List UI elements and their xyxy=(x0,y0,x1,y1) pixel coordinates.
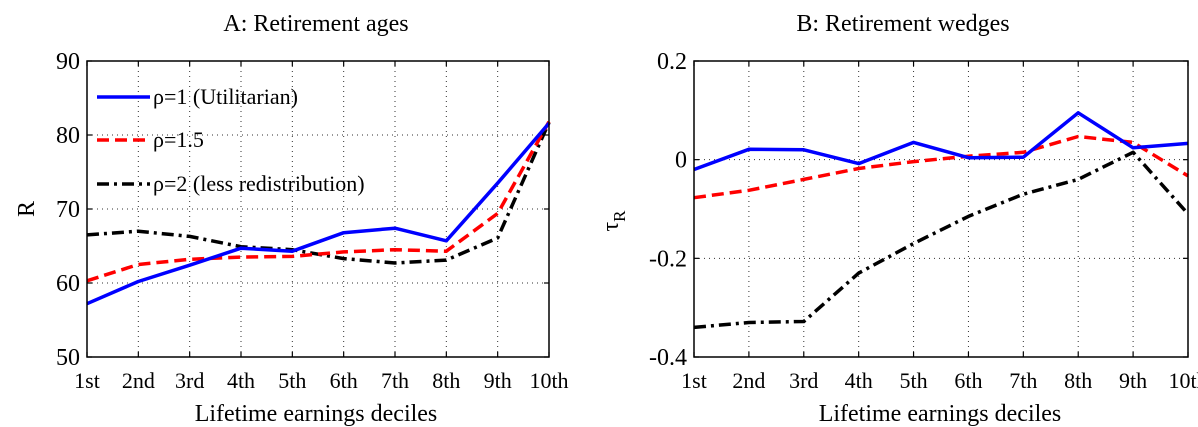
panel-b-x-tick-label: 6th xyxy=(954,368,982,393)
panel-a-x-tick-label: 9th xyxy=(484,368,512,393)
panel-b-series xyxy=(693,111,1190,330)
panel-a-series xyxy=(86,120,551,306)
panel-a-x-tick-label: 8th xyxy=(432,368,460,393)
panel-a-x-ticks: 1st 2nd 3rd 4th 5th 6th 7th 8th 9th 10th xyxy=(74,61,569,393)
panel-b-x-tick-label: 5th xyxy=(899,368,927,393)
panel-b-x-ticks: 1st 2nd 3rd 4th 5th 6th 7th 8th 9th 10th xyxy=(681,61,1198,393)
panel-b-x-tick-label: 8th xyxy=(1064,368,1092,393)
panel-b-y-tick-label: -0.2 xyxy=(649,246,687,272)
panel-b-retirement-wedges: B: Retirement wedges -0.4 -0.2 0 0.2 1st 2nd… xyxy=(598,11,1198,427)
panel-a-x-tick-label: 6th xyxy=(330,368,358,393)
panel-b-x-tick-label: 9th xyxy=(1119,368,1147,393)
panel-a-y-tick-label: 90 xyxy=(56,49,80,75)
panel-b-series-line-rho1 xyxy=(693,111,1189,172)
panel-b-y-tick-label: -0.4 xyxy=(649,345,687,371)
panel-a-title: A: Retirement ages xyxy=(223,11,408,37)
panel-a-series-line-rho15 xyxy=(86,120,551,283)
panel-b-x-tick-label: 4th xyxy=(845,368,873,393)
panel-a-x-tick-label: 2nd xyxy=(122,368,155,393)
panel-b-x-label: Lifetime earnings deciles xyxy=(819,401,1062,427)
panel-a-x-tick-label: 3rd xyxy=(175,368,204,393)
panel-b-y-label-sub: R xyxy=(610,210,629,222)
panel-a-grid xyxy=(87,61,549,357)
panel-a-y-tick-label: 80 xyxy=(56,123,80,149)
panel-b-y-ticks: -0.4 -0.2 0 0.2 xyxy=(649,49,1188,371)
panel-b-y-label-tau: τ xyxy=(598,222,624,232)
legend-label-rho15: ρ=1.5 xyxy=(153,127,204,152)
panel-a-y-tick-label: 70 xyxy=(56,197,80,223)
panel-a-x-label: Lifetime earnings deciles xyxy=(195,401,438,427)
panel-a-x-tick-label: 4th xyxy=(227,368,255,393)
panel-a-x-tick-label: 7th xyxy=(381,368,409,393)
panel-b-x-tick-label: 7th xyxy=(1009,368,1037,393)
panel-b-x-tick-label: 1st xyxy=(681,368,707,393)
panel-a-y-tick-label: 60 xyxy=(56,271,80,297)
panel-b-series-line-rho15 xyxy=(693,134,1189,200)
panel-b-title: B: Retirement wedges xyxy=(796,11,1009,37)
panel-b-grid xyxy=(694,61,1188,357)
panel-a-y-ticks: 50 60 70 80 90 xyxy=(56,49,549,371)
panel-a-retirement-ages: A: Retirement ages 50 60 70 80 90 1st 2nd 3rd 4… xyxy=(14,11,569,427)
panel-a-y-label: R xyxy=(14,201,40,217)
legend-label-rho2: ρ=2 (less redistribution) xyxy=(153,171,365,196)
panel-b-frame xyxy=(693,60,1189,358)
panel-b-x-tick-label: 3rd xyxy=(789,368,818,393)
panel-a-series-line-rho2 xyxy=(86,121,551,265)
panel-b-y-tick-label: 0 xyxy=(675,148,687,174)
panel-b-x-tick-label: 10th xyxy=(1168,368,1198,393)
panel-b-y-label: τR xyxy=(598,210,629,232)
panel-b-series-line-rho2 xyxy=(693,150,1190,330)
legend: ρ=1 (Utilitarian) ρ=1.5 ρ=2 (less redist… xyxy=(97,84,365,196)
panel-a-series-line-rho1 xyxy=(86,122,551,306)
panel-a-x-tick-label: 10th xyxy=(529,368,568,393)
panel-a-x-tick-label: 5th xyxy=(278,368,306,393)
panel-b-y-tick-label: 0.2 xyxy=(657,49,687,75)
panel-a-x-tick-label: 1st xyxy=(74,368,100,393)
panel-b-x-tick-label: 2nd xyxy=(732,368,765,393)
panel-a-y-tick-label: 50 xyxy=(56,345,80,371)
legend-label-rho1: ρ=1 (Utilitarian) xyxy=(153,84,298,109)
